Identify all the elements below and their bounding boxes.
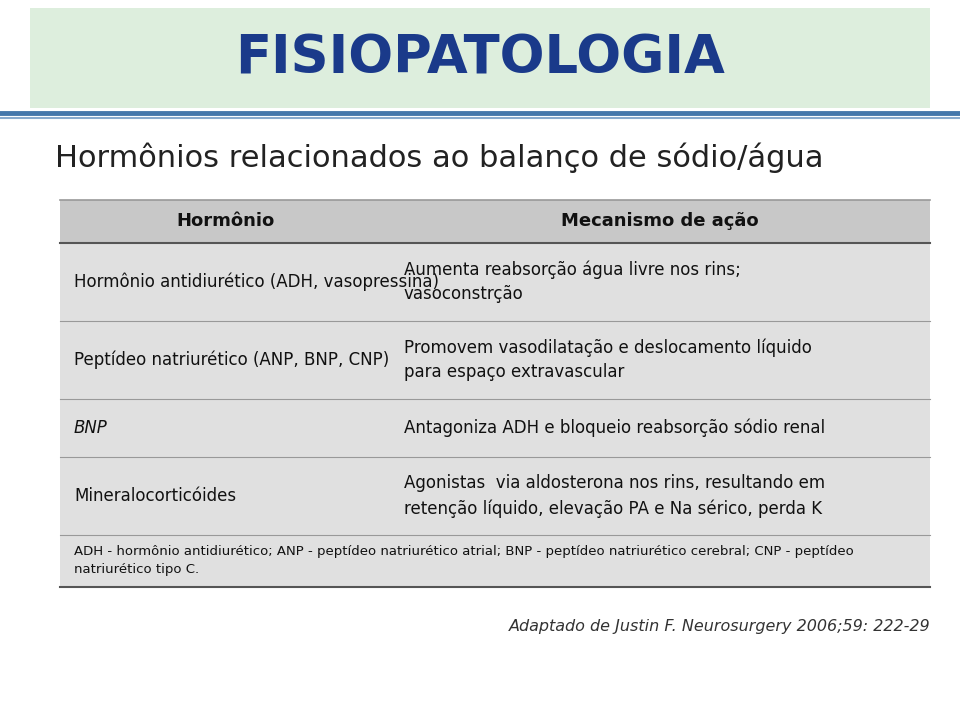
Text: Antagoniza ADH e bloqueio reabsorção sódio renal: Antagoniza ADH e bloqueio reabsorção sód…: [404, 419, 826, 437]
Bar: [60, 457, 930, 535]
Text: Aumenta reabsorção água livre nos rins;
vasoconstrção: Aumenta reabsorção água livre nos rins; …: [404, 261, 741, 303]
Text: Peptídeo natriurético (ANP, BNP, CNP): Peptídeo natriurético (ANP, BNP, CNP): [74, 351, 389, 369]
Bar: [60, 243, 930, 321]
Bar: [60, 399, 930, 457]
Bar: [60, 321, 930, 399]
Bar: [60, 200, 930, 243]
Text: Hormônios relacionados ao balanço de sódio/água: Hormônios relacionados ao balanço de sód…: [55, 143, 824, 173]
Text: Mineralocorticóides: Mineralocorticóides: [74, 487, 236, 505]
Text: Hormônio antidiurético (ADH, vasopressina): Hormônio antidiurético (ADH, vasopressin…: [74, 273, 439, 291]
Text: Promovem vasodilatação e deslocamento líquido
para espaço extravascular: Promovem vasodilatação e deslocamento lí…: [404, 339, 812, 381]
Text: ADH - hormônio antidiurético; ANP - peptídeo natriurético atrial; BNP - peptídeo: ADH - hormônio antidiurético; ANP - pept…: [74, 545, 853, 577]
Text: Hormônio: Hormônio: [176, 212, 275, 231]
Text: Agonistas  via aldosterona nos rins, resultando em
retenção líquido, elevação PA: Agonistas via aldosterona nos rins, resu…: [404, 474, 826, 518]
Bar: [30, 8, 930, 108]
Text: FISIOPATOLOGIA: FISIOPATOLOGIA: [235, 32, 725, 84]
Text: Adaptado de Justin F. Neurosurgery 2006;59: 222-29: Adaptado de Justin F. Neurosurgery 2006;…: [509, 619, 930, 634]
Text: BNP: BNP: [74, 419, 108, 437]
Text: Mecanismo de ação: Mecanismo de ação: [562, 212, 758, 231]
Bar: [60, 535, 930, 587]
